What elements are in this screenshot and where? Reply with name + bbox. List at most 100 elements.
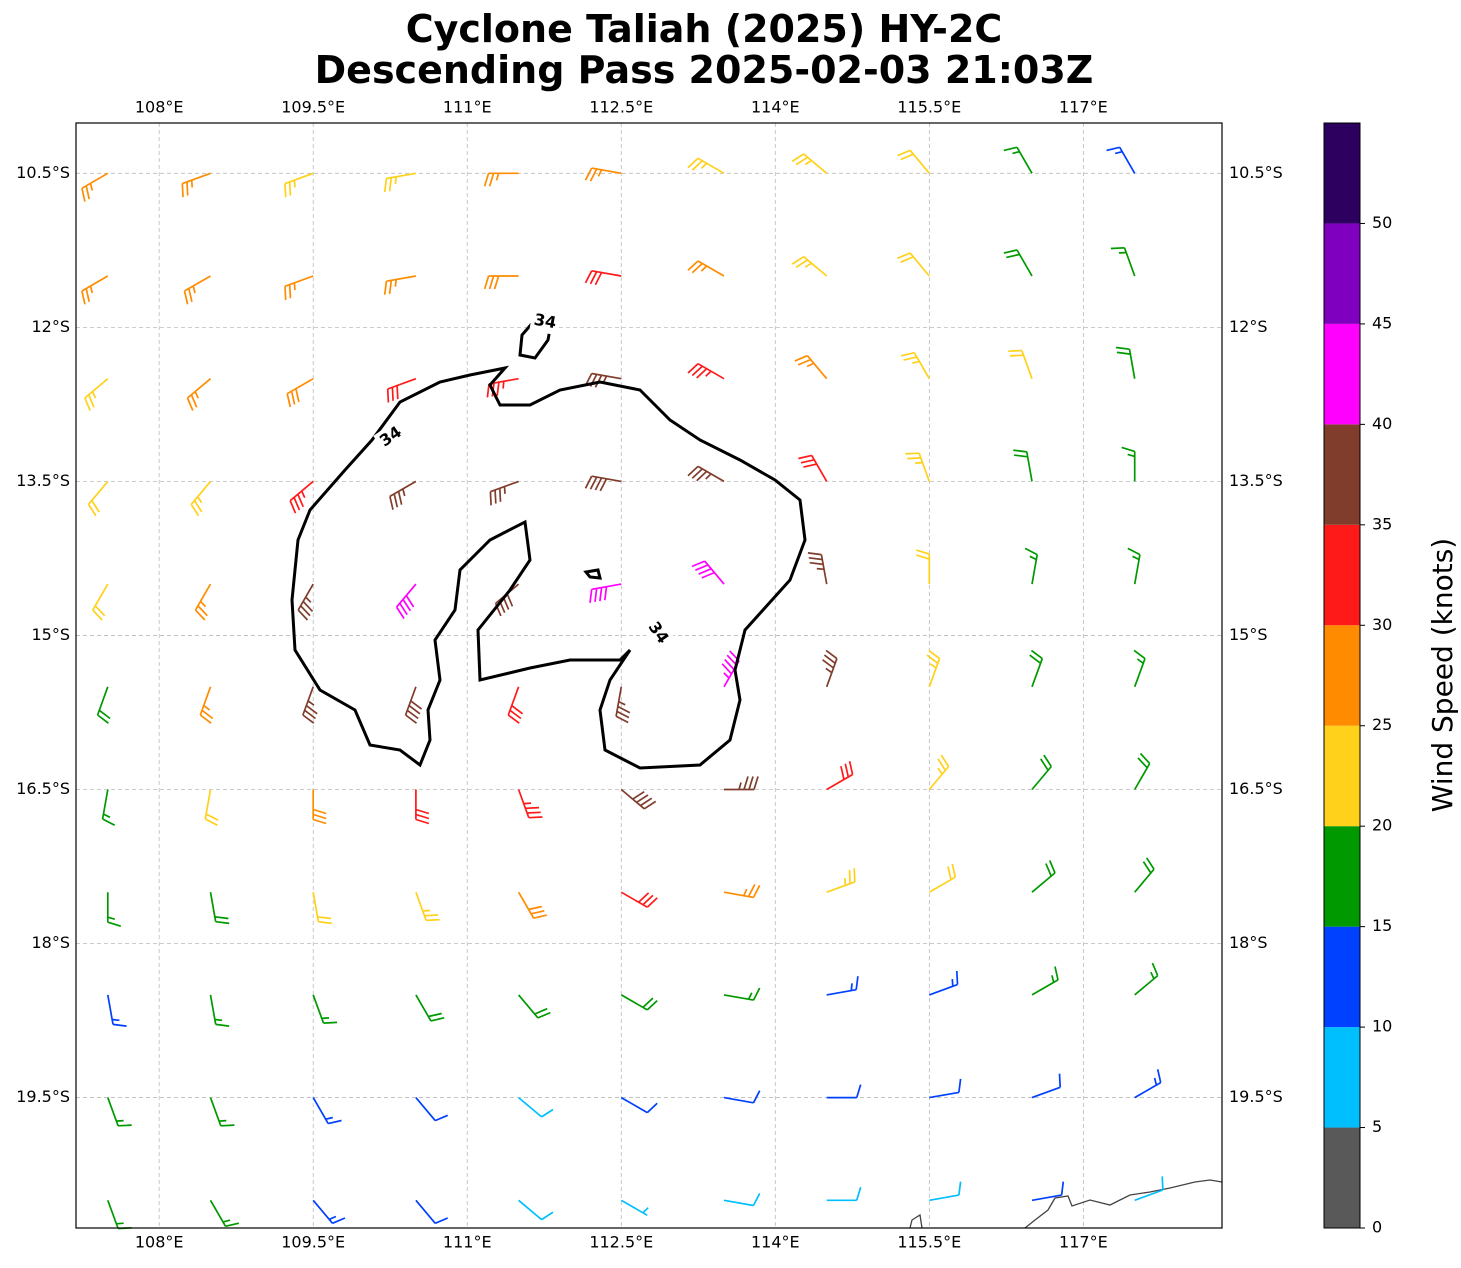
wind-barb (1133, 752, 1151, 790)
wind-barb (1024, 547, 1039, 585)
wind-barb (1031, 966, 1059, 996)
wind-barb (687, 362, 725, 380)
wind-barb (620, 1096, 658, 1114)
x-tick-label: 111°E (443, 98, 492, 117)
map-frame-bg (76, 123, 1222, 1228)
wind-barb (826, 761, 854, 791)
wind-barb (1031, 1181, 1065, 1202)
wind-barb (415, 994, 445, 1022)
colorbar-segment (1324, 123, 1360, 224)
wind-barb (723, 884, 761, 899)
wind-barb (620, 994, 658, 1011)
colorbar-label: Wind Speed (knots) (1426, 538, 1459, 812)
colorbar-tick-label: 5 (1372, 1117, 1382, 1136)
wind-barb (517, 994, 551, 1019)
colorbar-tick-label: 15 (1372, 916, 1392, 935)
wind-barbs (81, 146, 1164, 1230)
colorbar-segment (1324, 926, 1360, 1028)
wind-barb (302, 686, 318, 724)
wind-barb (900, 351, 931, 380)
wind-barb (92, 583, 109, 621)
wind-barb (415, 891, 440, 922)
contour-line (583, 568, 602, 580)
wind-barb (897, 149, 930, 174)
wind-barb (584, 269, 622, 286)
colorbar-segment (1324, 826, 1360, 927)
colorbar-tick-label: 0 (1372, 1218, 1382, 1237)
wind-barb (589, 583, 622, 603)
x-tick-label: 117°E (1059, 1233, 1108, 1252)
wind-barb (395, 583, 417, 619)
wind-barb (1029, 649, 1044, 688)
wind-barb (1127, 547, 1141, 585)
map-frame (75, 122, 1223, 1229)
wind-barb (107, 1097, 132, 1127)
wind-barb (209, 994, 230, 1027)
colorbar-tick-label: 10 (1372, 1017, 1392, 1036)
wind-barb (584, 167, 622, 182)
wind-barb (807, 552, 828, 585)
wind-barb (199, 686, 214, 724)
colorbar-segment (1324, 524, 1360, 626)
contour-line (290, 365, 807, 770)
wind-barb (186, 378, 212, 411)
wind-barb (1003, 146, 1033, 174)
wind-barb (723, 1193, 761, 1207)
wind-barb (284, 275, 314, 300)
wind-barb (81, 275, 109, 305)
wind-barb (297, 583, 314, 621)
colorbar-segment (1324, 223, 1360, 324)
wind-barb (691, 560, 725, 585)
wind-barb (1013, 449, 1033, 482)
wind-barb (1134, 1176, 1164, 1202)
wind-barb (312, 994, 338, 1024)
wind-barb (791, 153, 828, 174)
wind-barb (926, 649, 941, 688)
wind-barb (723, 987, 761, 1001)
wind-barb (620, 891, 658, 908)
wind-barb (209, 892, 230, 925)
wind-barb (483, 275, 519, 290)
wind-barb (415, 1199, 449, 1225)
wind-barb (1133, 649, 1146, 688)
wind-barb (822, 649, 838, 688)
wind-barb (791, 255, 828, 277)
x-tick-label: 112.5°E (589, 98, 653, 117)
y-tick-label: 10.5°S (16, 163, 70, 182)
wind-barb (584, 372, 622, 388)
colorbar-tick-label: 20 (1372, 816, 1392, 835)
x-tick-label: 115.5°E (897, 1233, 961, 1252)
x-tick-label: 108°E (135, 1233, 184, 1252)
y-tick-label: 12°S (31, 317, 70, 336)
wind-barb (929, 1181, 962, 1202)
wind-barb (190, 480, 212, 517)
wind-barb (724, 776, 759, 791)
wind-barb (383, 275, 417, 295)
colorbar-tick-label: 45 (1372, 313, 1392, 332)
wind-barb (721, 650, 740, 688)
wind-barb (916, 549, 931, 585)
wind-barb (928, 863, 957, 893)
colorbar-tick-label: 35 (1372, 514, 1392, 533)
wind-barb (1110, 246, 1136, 277)
wind-barb (1008, 349, 1033, 379)
wind-barb (798, 454, 828, 482)
wind-barb (84, 378, 109, 411)
wind-barb (1134, 1069, 1162, 1099)
x-tick-label: 112.5°E (589, 1233, 653, 1252)
wind-barb (181, 172, 211, 198)
wind-barb (826, 976, 859, 996)
wind-barb (687, 157, 725, 175)
wind-barb (489, 480, 519, 506)
colorbar-segment (1324, 323, 1360, 425)
contour-label-bg (529, 308, 561, 336)
contour-label-text: 34 (533, 310, 558, 333)
wind-barb (1121, 446, 1136, 482)
wind-barb (101, 789, 116, 826)
wind-barb (404, 686, 423, 724)
colorbar-tick-label: 30 (1372, 615, 1392, 634)
y-tick-label: 15°S (1229, 625, 1268, 644)
wind-barb (1003, 249, 1033, 277)
wind-barb (183, 275, 211, 305)
wind-barb (905, 452, 931, 482)
